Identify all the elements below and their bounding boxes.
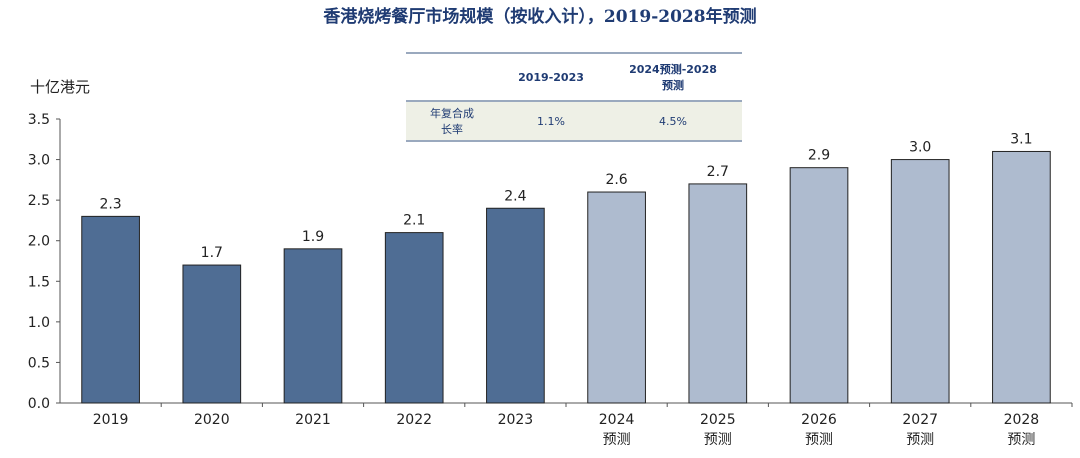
chart-title: 香港烧烤餐厅市场规模（按收入计），2019-2028年预测 [323,7,757,27]
bar-value-label: 2.9 [808,148,830,164]
y-tick-label: 0.5 [28,355,50,371]
y-tick-label: 2.5 [28,193,50,209]
x-tick-label: 预测 [1007,432,1035,448]
cagr-table: 2019-2023 2024预测-2028 预测 年复合成 长率 1.1% 4.5% [406,52,742,142]
bar-value-label: 1.7 [201,245,223,261]
bar [789,167,849,404]
x-tick-label: 2024 [599,412,635,428]
bar [688,183,748,404]
x-tick-label: 2020 [194,412,230,428]
y-tick-label: 3.0 [28,153,50,169]
x-tick-label: 2019 [93,412,129,428]
x-tick-label: 预测 [906,432,934,448]
x-tick-label: 2025 [700,412,736,428]
x-tick-label: 2026 [801,412,837,428]
x-tick-label: 预测 [603,432,631,448]
bar-value-label: 3.1 [1010,131,1032,147]
x-tick-label: 预测 [704,432,732,448]
bar-value-label: 2.4 [504,188,526,204]
y-tick-label: 2.0 [28,234,50,250]
bar [182,264,242,404]
x-tick-label: 2027 [902,412,938,428]
x-tick-label: 2021 [295,412,331,428]
cagr-value-row: 年复合成 长率 1.1% 4.5% [406,101,742,142]
bar-value-label: 2.7 [707,164,729,180]
y-axis-unit: 十亿港元 [30,78,91,96]
cagr-header-period-1: 2019-2023 [498,52,604,102]
bar [890,159,950,404]
cagr-header-period-2-label: 2024预测-2028 预测 [629,63,717,92]
y-tick-label: 0.0 [28,396,50,412]
bar [992,150,1051,404]
cagr-value-period-2: 4.5% [604,101,742,142]
cagr-header-row: 2019-2023 2024预测-2028 预测 [406,52,742,102]
cagr-header-period-2: 2024预测-2028 预测 [604,52,742,102]
x-tick-label: 预测 [805,432,833,448]
cagr-row-label-text: 年复合成 长率 [430,107,474,136]
x-tick-label: 2028 [1004,412,1040,428]
x-tick-label: 2023 [498,412,534,428]
x-tick-label: 2022 [396,412,432,428]
bar [587,191,646,404]
cagr-header-blank [406,52,498,102]
bar [81,215,140,404]
bar [283,248,343,404]
bar-value-label: 2.3 [99,196,121,212]
cagr-header-period-1-label: 2019-2023 [518,70,584,84]
bar-value-label: 2.1 [403,213,425,229]
y-tick-label: 3.5 [28,112,50,128]
y-tick-label: 1.5 [28,274,50,290]
bar-value-label: 1.9 [302,229,324,245]
cagr-value-period-1: 1.1% [498,101,604,142]
bar [486,207,545,404]
bar-value-label: 3.0 [909,140,931,156]
bar [384,232,444,404]
bar-value-label: 2.6 [605,172,627,188]
y-tick-label: 1.0 [28,315,50,331]
cagr-row-label: 年复合成 长率 [406,101,498,142]
